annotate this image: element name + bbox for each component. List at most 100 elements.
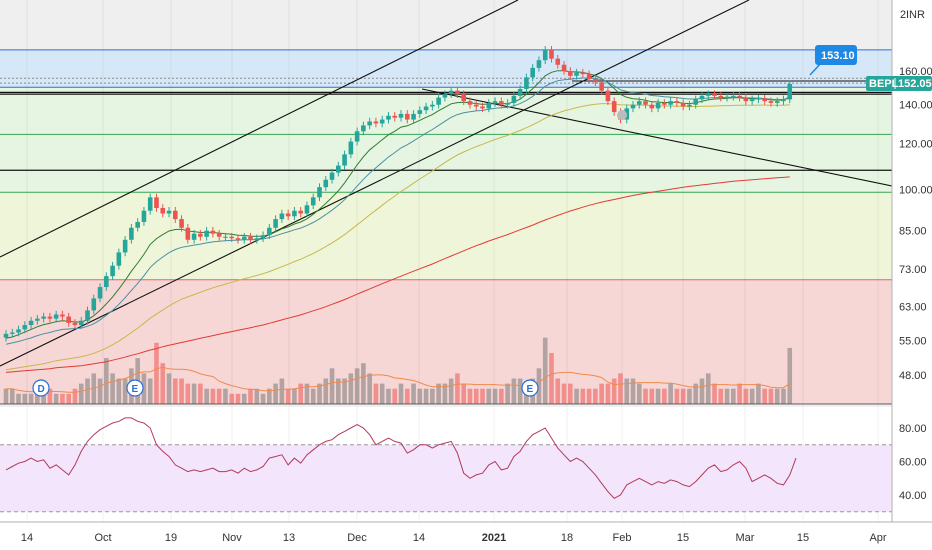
event-marker-circle [32,379,50,397]
volume-bar [705,373,711,404]
volume-bar [22,393,28,404]
candle-body [680,102,686,107]
candle-body [555,58,561,65]
rsi-axis-ticks: 80.00 60.00 40.00 [899,423,927,502]
candle-body [3,333,9,338]
ma-line [5,176,790,373]
candle-body [630,104,636,109]
volume-bar [662,388,667,404]
candle-body [404,113,410,120]
volume-bar [172,378,178,404]
candle-body [774,101,780,103]
candle-body [568,71,573,76]
price-callout[interactable]: 153.10 [809,45,857,76]
candle-body [28,320,34,326]
volume-bar [367,373,372,404]
price-axis-ticks: 2 160.00 140.00 120.00 100.00 85.00 73.00 63.00… [899,9,932,382]
volume-bar [110,373,115,404]
candle-body [279,213,285,220]
time-axis-ticks: 14 Oct 19 Nov 13 Dec 14 2021 18 Feb 15 Mar 15 Apr [21,532,887,544]
candle-body [248,236,253,240]
candle-body [147,197,153,211]
candle-body [586,74,592,80]
candle-body [129,227,134,240]
time-tick-label: 15 [797,532,809,544]
candle-body [223,236,228,238]
volume-bar [774,388,780,404]
last-price-label: 152.05 [898,78,932,90]
candle-body [235,238,241,240]
volume-bar [35,388,40,404]
volume-bar [680,388,686,404]
volume-bar [737,383,742,404]
price-tick-label: 48.00 [899,370,927,382]
volume-bar [555,378,561,404]
volume-bar [549,353,554,404]
candle-body [473,104,479,107]
candle-body [361,125,366,132]
candle-body [60,314,65,317]
time-tick-label: 19 [165,532,177,544]
volume-bar [160,363,166,404]
volume-bar [568,383,573,404]
candle-body [78,320,84,326]
candle-body [41,316,46,319]
candle-body [768,101,774,103]
volume-bar [442,383,448,404]
candle-body [329,172,335,180]
volume-bar [116,378,122,404]
volume-bar [649,388,655,404]
candle-body [16,329,21,333]
candle-body [417,110,423,114]
candle-body [599,82,604,91]
volume-bar [267,388,272,404]
volume-bar [185,383,191,404]
candle-body [423,106,429,111]
candle-body [104,276,109,288]
volume-bar [279,378,285,404]
candle-body [298,210,303,214]
candle-body [655,102,661,109]
candle-body [122,239,128,253]
volume-bar [386,388,391,404]
candle-body [756,98,761,100]
price-tick-label: 63.00 [899,301,927,313]
volume-bar [154,342,159,404]
volume-bar [235,393,241,404]
time-tick-label: Mar [736,532,755,544]
volume-bar [461,383,467,404]
volume-bar [198,383,203,404]
currency-label: INR [906,9,925,21]
time-tick-label: Oct [94,532,111,544]
candle-body [191,233,197,240]
volume-bar [574,388,579,404]
price-tick-label: 85.00 [899,226,927,238]
candle-body [455,90,460,95]
volume-bar [9,388,15,404]
candle-body [9,332,15,334]
candle-body [499,101,504,105]
candle-body [35,318,40,321]
candle-body [172,210,178,220]
candle-body [85,310,90,321]
candle-body [536,60,542,68]
candle-body [461,94,467,102]
volume-bar [599,383,604,404]
volume-bar [60,393,65,404]
volume-bar [636,383,642,404]
event-marker-circle [521,379,539,397]
price-tick-label: 55.00 [899,336,927,348]
candle-body [517,88,523,96]
volume-bar [731,388,736,404]
volume-bar [467,388,473,404]
candle-body [605,90,611,102]
candle-body [662,102,667,105]
volume-bar [229,393,235,404]
volume-bar [781,388,786,404]
candle-body [260,235,266,239]
horizontal-levels [0,49,892,281]
symbol-label: BEPL [869,78,899,90]
volume-bar [41,393,46,404]
